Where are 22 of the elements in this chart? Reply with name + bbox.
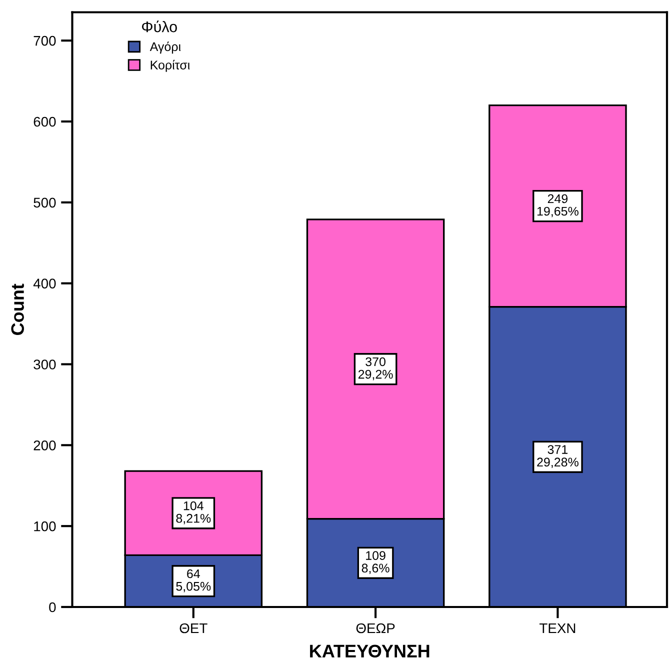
y-axis-title: Count — [11, 284, 24, 335]
data-label: 64 5,05% — [176, 569, 211, 592]
y-tick-label: 200 — [34, 440, 56, 450]
legend-title: Φύλο — [142, 20, 177, 32]
legend-label: Κορίτσι — [150, 60, 190, 72]
y-tick-label: 700 — [34, 36, 56, 46]
x-axis-title: ΚΑΤΕΥΘΥΝΣΗ — [310, 644, 430, 658]
data-label: 371 29,28% — [537, 445, 578, 468]
x-tick-label: ΘΕΩΡ — [356, 623, 395, 634]
y-tick-label: 300 — [34, 360, 56, 370]
y-tick-label: 400 — [33, 278, 56, 288]
x-tick-label: ΤΕΧΝ — [539, 623, 576, 634]
data-label: 109 8,6% — [362, 551, 390, 574]
y-tick-label: 0 — [49, 602, 56, 612]
x-tick-label: ΘΕΤ — [180, 623, 208, 634]
y-tick-label: 100 — [34, 521, 56, 532]
y-tick-label: 600 — [34, 116, 56, 127]
legend-label: Αγόρι — [150, 42, 181, 54]
data-label: 249 19,65% — [537, 194, 578, 218]
data-label: 104 8,21% — [176, 501, 211, 524]
y-tick-label: 500 — [34, 198, 56, 208]
data-label: 370 29,2% — [358, 357, 393, 380]
